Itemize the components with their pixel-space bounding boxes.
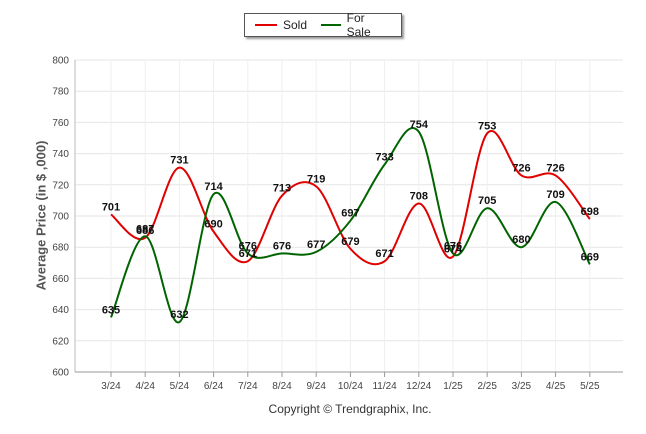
y-tick-label: 800	[52, 56, 69, 67]
legend-item-for-sale: For Sale	[321, 11, 387, 39]
data-label-for-sale: 705	[478, 195, 496, 207]
y-tick-label: 700	[52, 212, 69, 223]
y-tick-label: 660	[52, 274, 69, 285]
data-label-for-sale: 669	[581, 251, 599, 263]
y-tick-label: 640	[52, 305, 69, 316]
data-label-sold: 719	[307, 173, 325, 185]
data-label-sold: 753	[478, 120, 496, 132]
y-tick-label: 600	[52, 368, 69, 379]
data-label-sold: 713	[273, 183, 291, 195]
x-tick-label: 12/24	[406, 381, 431, 392]
x-tick-label: 6/24	[204, 381, 224, 392]
data-label-for-sale: 754	[410, 119, 429, 131]
y-tick-label: 740	[52, 149, 69, 160]
data-label-for-sale: 632	[170, 309, 188, 321]
x-tick-label: 8/24	[272, 381, 292, 392]
x-tick-label: 3/24	[101, 381, 121, 392]
legend-label-for-sale: For Sale	[346, 11, 371, 39]
data-label-for-sale: 714	[204, 181, 223, 193]
legend-swatch-sold	[255, 24, 277, 26]
y-tick-label: 780	[52, 87, 69, 98]
x-tick-label: 7/24	[238, 381, 258, 392]
chart-legend: Sold For Sale	[244, 11, 402, 39]
data-label-sold: 726	[546, 162, 564, 174]
legend-label-sold: Sold	[283, 18, 308, 32]
data-label-sold: 674	[444, 244, 463, 256]
legend-swatch-for-sale	[321, 24, 341, 26]
data-label-sold: 671	[239, 248, 257, 260]
y-tick-label: 720	[52, 180, 69, 191]
x-tick-label: 10/24	[338, 381, 363, 392]
x-tick-label: 3/25	[512, 381, 532, 392]
data-label-sold: 708	[410, 191, 428, 203]
x-tick-label: 5/25	[580, 381, 600, 392]
data-label-sold: 690	[204, 219, 222, 231]
data-label-for-sale: 676	[273, 240, 291, 252]
x-tick-label: 2/25	[477, 381, 497, 392]
data-label-sold: 671	[375, 248, 393, 260]
data-label-for-sale: 687	[136, 223, 154, 235]
y-tick-label: 760	[52, 118, 69, 129]
y-tick-label: 680	[52, 243, 69, 254]
y-axis-label: Average Price (in $ ,000)	[33, 140, 49, 291]
x-tick-label: 9/24	[306, 381, 326, 392]
x-tick-label: 5/24	[170, 381, 190, 392]
copyright-text: Copyright © Trendgraphix, Inc.	[268, 402, 432, 416]
legend-item-sold: Sold	[255, 18, 307, 32]
x-tick-label: 4/25	[546, 381, 566, 392]
data-label-sold: 698	[581, 206, 599, 218]
data-label-for-sale: 733	[375, 152, 393, 164]
data-label-sold: 686	[136, 225, 154, 237]
x-tick-label: 4/24	[135, 381, 155, 392]
data-label-for-sale: 635	[102, 304, 120, 316]
series-line-for-sale	[110, 127, 591, 324]
data-label-for-sale: 709	[546, 189, 564, 201]
data-label-sold: 731	[170, 155, 188, 167]
data-label-for-sale: 677	[307, 239, 325, 251]
data-label-sold: 701	[102, 201, 120, 213]
data-label-sold: 679	[341, 236, 359, 248]
x-tick-label: 11/24	[372, 381, 397, 392]
data-label-for-sale: 680	[512, 234, 530, 246]
data-label-for-sale: 697	[341, 208, 359, 220]
data-label-for-sale: 676	[444, 240, 462, 252]
data-label-sold: 726	[512, 162, 530, 174]
data-label-for-sale: 676	[239, 240, 257, 252]
y-tick-label: 620	[52, 336, 69, 347]
x-tick-label: 1/25	[443, 381, 463, 392]
series-line-sold	[110, 130, 591, 266]
